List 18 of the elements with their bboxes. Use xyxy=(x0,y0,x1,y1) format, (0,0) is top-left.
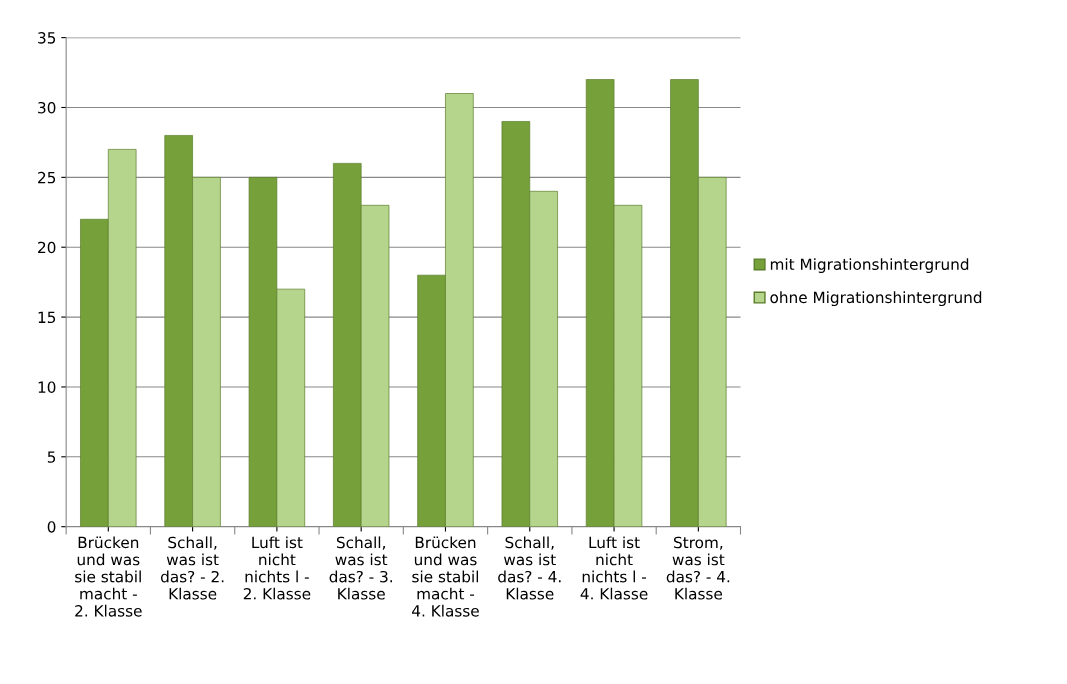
x-tick-label: Luft ist nicht nichts l - 2. Klasse xyxy=(243,536,311,600)
y-tick-label: 0 xyxy=(47,521,56,533)
legend-label: mit Migrationshintergrund xyxy=(770,258,969,273)
x-tick-label: Brücken und was sie stabil macht - 2. Klasse xyxy=(75,536,142,617)
y-tick-label: 15 xyxy=(38,311,56,324)
x-tick-label: Luft ist nicht nichts l - 4. Klasse xyxy=(580,536,648,600)
x-tick-label: Schall, was ist das? - 4. Klasse xyxy=(498,536,561,600)
x-tick-label: Schall, was ist das? - 3. Klasse xyxy=(329,536,392,600)
y-tick-label: 20 xyxy=(38,241,56,254)
y-tick-label: 25 xyxy=(38,171,56,184)
x-tick-label: Schall, was ist das? - 2. Klasse xyxy=(160,536,224,600)
y-tick-label: 10 xyxy=(38,381,56,393)
legend-label: ohne Migrationshintergrund xyxy=(770,291,982,307)
y-tick-label: 35 xyxy=(38,32,56,44)
x-tick-label: Strom, was ist das? - 4. Klasse xyxy=(666,536,730,600)
y-tick-label: 5 xyxy=(47,451,56,463)
y-tick-label: 30 xyxy=(38,101,56,114)
x-tick-label: Brücken und was sie stabil macht - 4. Klasse xyxy=(412,536,479,617)
